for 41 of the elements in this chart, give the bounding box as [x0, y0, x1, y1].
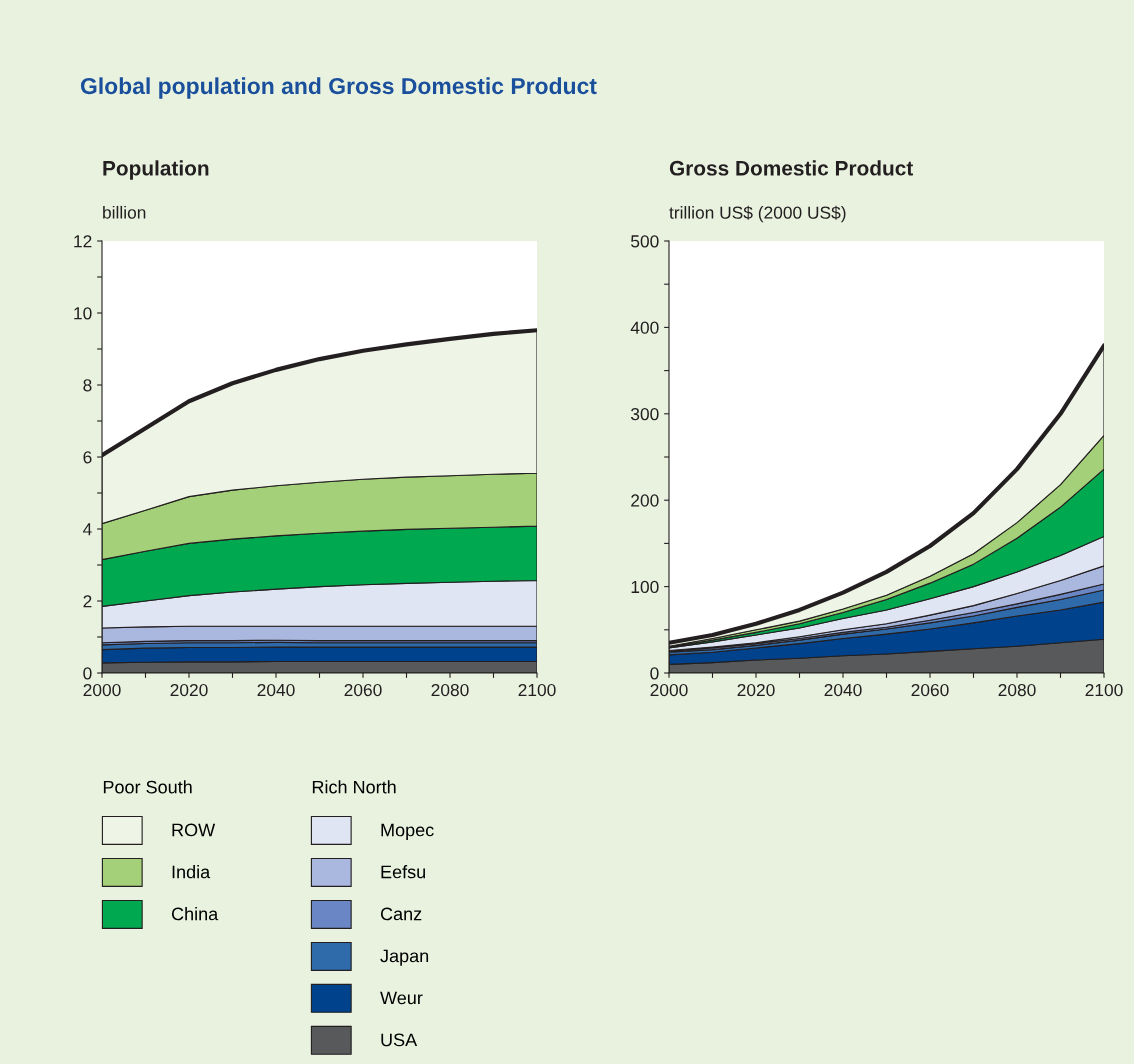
x-tick-label: 2060 — [911, 683, 949, 697]
chart-title: Gross Domestic Product — [669, 160, 914, 176]
legend-label: Eefsu — [381, 865, 425, 879]
text: Poor South — [103, 780, 192, 794]
x-tick-label: 2000 — [650, 683, 688, 697]
y-tick-label: 100 — [631, 580, 659, 594]
x-tick-label: 2100 — [1085, 683, 1123, 697]
y-tick-label: 10 — [74, 307, 92, 320]
legend-label: ROW — [172, 823, 216, 837]
y-tick-label: 400 — [630, 321, 659, 334]
legend-label: India — [172, 865, 211, 879]
x-tick-label: 2000 — [83, 683, 121, 697]
x-tick-label: 2040 — [824, 683, 862, 697]
y-tick-label: 200 — [631, 494, 659, 507]
y-tick-label: 500 — [631, 235, 659, 248]
y-tick-label: 0 — [650, 667, 659, 680]
legend-label: China — [171, 907, 219, 921]
legend-label: Canz — [380, 907, 422, 921]
text: Global population and Gross Domestic Product — [80, 77, 597, 99]
y-tick-label: 300 — [630, 407, 659, 421]
x-tick-label: 2040 — [257, 683, 295, 697]
x-tick-label: 2020 — [170, 683, 208, 697]
y-axis-title: billion — [103, 205, 146, 219]
legend-label: Weur — [380, 991, 423, 1005]
y-tick-label: 8 — [83, 379, 92, 392]
chart-title: Population — [103, 160, 209, 180]
text: Rich North — [312, 780, 396, 794]
y-tick-label: 12 — [74, 235, 92, 248]
y-tick-label: 0 — [83, 667, 92, 680]
x-tick-label: 2100 — [518, 683, 556, 697]
x-tick-label: 2020 — [737, 683, 775, 697]
legend-label: Japan — [380, 949, 429, 966]
legend-label: USA — [381, 1033, 418, 1047]
x-tick-label: 2060 — [344, 683, 382, 697]
y-tick-label: 2 — [83, 595, 92, 608]
y-tick-label: 6 — [83, 451, 92, 464]
x-tick-label: 2080 — [431, 683, 469, 697]
y-tick-label: 4 — [83, 523, 92, 536]
x-tick-label: 2080 — [998, 683, 1036, 697]
y-axis-title: trillion US$ (2000 US$) — [669, 205, 846, 223]
legend-label: Mopec — [381, 823, 434, 840]
